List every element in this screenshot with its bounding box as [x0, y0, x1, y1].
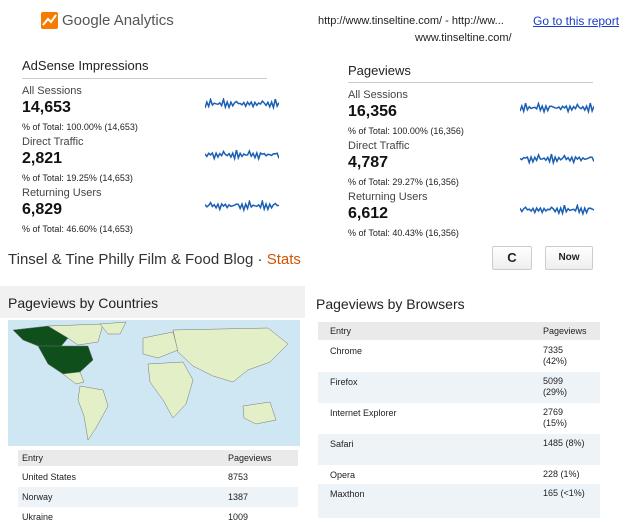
metric-percent: % of Total: 40.43% (16,356) — [348, 228, 459, 238]
metric-percent: % of Total: 19.25% (14,653) — [22, 173, 133, 183]
table-header: Entry Pageviews — [318, 322, 600, 340]
column-header: Pageviews — [543, 326, 587, 336]
column-header: Entry — [22, 453, 44, 463]
metric-value: 6,612 — [348, 205, 389, 222]
entry: United States — [22, 472, 77, 482]
countries-header — [0, 286, 305, 318]
pageviews: 5099 (29%) — [543, 376, 568, 397]
report-link[interactable]: Go to this report — [533, 14, 620, 28]
browsers-table: Entry Pageviews Chrome 7335 (42%) Firefox 509… — [318, 322, 600, 522]
pageviews: 2769 (15%) — [543, 407, 568, 428]
table-row: United States 8753 — [18, 467, 298, 487]
refresh-button[interactable]: C — [492, 246, 532, 270]
section-name: Stats — [266, 251, 301, 268]
sparkline — [205, 200, 279, 213]
table-row: Ukraine 1009 — [18, 507, 298, 527]
logo-icon — [41, 12, 58, 29]
table-row: Maxthon 165 (<1%) — [318, 484, 600, 518]
stats-bar: Tinsel & Tine Philly Film & Food Blog · … — [8, 251, 301, 268]
entry: Opera — [330, 470, 356, 480]
entry: Internet Explorer — [330, 408, 397, 418]
metric-value: 6,829 — [22, 201, 63, 218]
metric-label: Direct Traffic — [22, 136, 84, 148]
pageviews: 8753 — [228, 472, 249, 482]
metric-value: 14,653 — [22, 99, 71, 116]
metric-label: Returning Users — [22, 187, 102, 199]
metric-percent: % of Total: 100.00% (16,356) — [348, 126, 464, 136]
metric-label: All Sessions — [348, 89, 408, 101]
entry: Norway — [22, 492, 53, 502]
metric-label: All Sessions — [22, 85, 82, 97]
divider — [22, 78, 267, 79]
pageviews: 165 (<1%) — [543, 488, 585, 498]
table-row: Norway 1387 — [18, 487, 298, 507]
sparkline — [205, 98, 279, 111]
panel-title: Pageviews — [348, 63, 411, 78]
metric-percent: % of Total: 100.00% (14,653) — [22, 122, 138, 132]
column-header: Pageviews — [228, 453, 272, 463]
metric-percent: % of Total: 46.60% (14,653) — [22, 224, 133, 234]
pageviews: 1387 — [228, 492, 249, 502]
browsers-title: Pageviews by Browsers — [316, 296, 465, 312]
table-row: Internet Explorer 2769 (15%) — [318, 403, 600, 434]
column-header: Entry — [330, 326, 352, 336]
blog-name: Tinsel & Tine Philly Film & Food Blog — [8, 251, 254, 268]
table-row: Opera 228 (1%) — [318, 465, 600, 484]
metric-value: 4,787 — [348, 154, 389, 171]
world-map — [8, 320, 300, 446]
logo-text: Google Analytics — [62, 12, 174, 29]
table-row: Safari 1485 (8%) — [318, 434, 600, 465]
sparkline — [520, 153, 594, 166]
entry: Safari — [330, 439, 354, 449]
entry: Ukraine — [22, 512, 54, 522]
pageviews: 1009 — [228, 512, 249, 522]
countries-table: Entry Pageviews United States 8753 Norway 138… — [18, 450, 298, 527]
sparkline — [520, 204, 594, 217]
metric-label: Direct Traffic — [348, 140, 410, 152]
separator: · — [257, 251, 263, 268]
sparkline — [520, 102, 594, 115]
table-row: Chrome 7335 (42%) — [318, 341, 600, 372]
metric-percent: % of Total: 29.27% (16,356) — [348, 177, 459, 187]
table-row: Firefox 5099 (29%) — [318, 372, 600, 403]
entry: Chrome — [330, 346, 363, 356]
metric-label: Returning Users — [348, 191, 428, 203]
entry: Firefox — [330, 377, 358, 387]
panel-title: AdSense Impressions — [22, 58, 149, 73]
pageviews: 1485 (8%) — [543, 438, 585, 448]
report-url: www.tinseltine.com/ — [415, 32, 512, 44]
metric-value: 16,356 — [348, 103, 397, 120]
period-button[interactable]: Now — [545, 246, 593, 270]
report-url: http://www.tinseltine.com/ - http://ww..… — [318, 15, 504, 27]
pageviews: 7335 (42%) — [543, 345, 568, 366]
divider — [348, 82, 593, 83]
pageviews: 228 (1%) — [543, 469, 580, 479]
countries-title: Pageviews by Countries — [8, 295, 159, 311]
table-header: Entry Pageviews — [18, 450, 298, 466]
metric-value: 2,821 — [22, 150, 63, 167]
entry: Maxthon — [330, 489, 365, 499]
sparkline — [205, 149, 279, 162]
